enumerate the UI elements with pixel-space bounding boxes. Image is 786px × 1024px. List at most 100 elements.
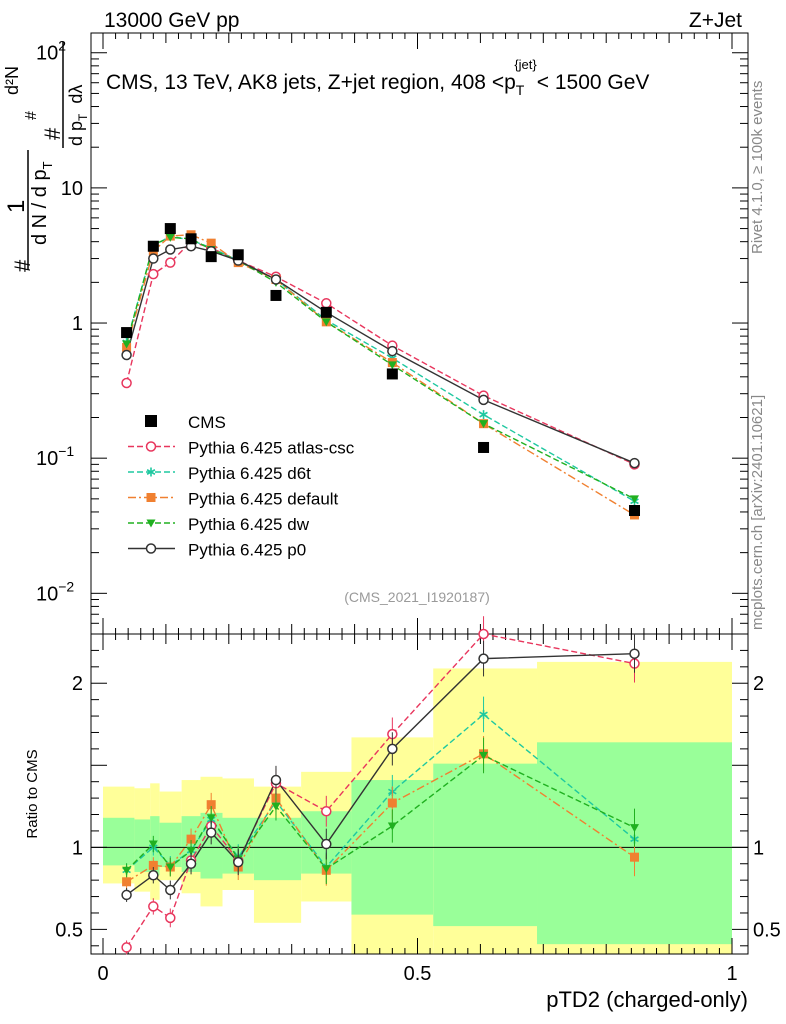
marker-ratio-3-3 [186, 847, 196, 856]
series-line-main-3 [125, 236, 635, 500]
series-line-ratio-2 [126, 752, 635, 883]
marker-main-3-8 [387, 361, 397, 370]
mcplots-label: mcplots.cern.ch [arXiv:2401.10621] [749, 395, 766, 630]
legend-label-2: Pythia 6.425 default [188, 490, 339, 509]
marker-main-3-9 [479, 420, 489, 429]
cms-point-3 [185, 233, 197, 245]
marker-ratio-3-8 [387, 822, 397, 831]
series-line-ratio-0 [126, 633, 635, 948]
header-right: Z+Jet [689, 9, 742, 32]
ylabel-one: 1 [3, 200, 30, 213]
legend-marker-4 [145, 543, 157, 554]
band-green-1 [134, 819, 151, 872]
x-tick-label-1: 0.5 [404, 963, 432, 985]
cms-point-6 [270, 289, 282, 301]
legend-marker-0 [145, 441, 157, 452]
marker-main-0-7 [321, 298, 332, 309]
legend: CMS Pythia 6.425 atlas-csc Pythia 6.425 d6… [128, 413, 355, 560]
y-tick-label-main-4: 102 [36, 38, 66, 65]
marker-ratio-3-0 [122, 866, 132, 875]
marker-ratio-3-6 [271, 802, 281, 811]
ylabel-hash-2: # [40, 127, 65, 140]
legend-marker-cms [145, 415, 157, 427]
y-tick-label-main-2: 1 [72, 313, 83, 335]
marker-main-4-0 [121, 349, 132, 361]
y-tick-label-ratio-r-1: 1 [753, 837, 764, 859]
marker-ratio-3-9 [479, 751, 489, 760]
marker-ratio-4-2 [165, 884, 176, 896]
marker-main-3-7 [321, 318, 331, 327]
marker-ratio-0-7 [321, 805, 332, 817]
marker-ratio-0-2 [165, 912, 176, 924]
marker-ratio-2-1 [148, 860, 158, 870]
marker-main-1-9 [479, 410, 488, 420]
marker-main-3-10 [630, 495, 640, 504]
marker-main-0-2 [165, 257, 176, 268]
cms-point-0 [121, 327, 133, 339]
rivet-version-label: Rivet 4.1.0, ≥ 100k events [749, 81, 766, 254]
legend-label-3: Pythia 6.425 dw [188, 515, 310, 534]
marker-ratio-3-10 [630, 824, 640, 833]
legend-marker-1-arm-2 [146, 469, 156, 475]
marker-main-3-0 [122, 340, 132, 349]
ylabel-hash-3: # [23, 111, 40, 120]
cms-point-7 [320, 306, 332, 318]
ylabel-d2N: d²N [2, 66, 22, 95]
marker-ratio-3-4 [206, 814, 216, 823]
y-tick-label-ratio-l-0: 0.5 [55, 919, 83, 941]
series-markers [121, 223, 641, 955]
marker-ratio-1-9 [479, 709, 488, 719]
cms-point-4 [205, 251, 217, 263]
marker-ratio-3-7 [321, 865, 331, 874]
axis-ticks [91, 33, 748, 954]
y-tick-label-ratio-l-1: 1 [72, 837, 83, 859]
y-tick-label-main-3: 10 [61, 178, 83, 200]
chart-title: CMS, 13 TeV, AK8 jets, Z+jet region, 408… [106, 57, 649, 98]
marker-ratio-2-0 [122, 877, 132, 887]
y-tick-label-ratio-l-2: 2 [72, 673, 83, 695]
marker-ratio-4-10 [629, 648, 640, 659]
marker-ratio-4-5 [232, 856, 244, 868]
legend-marker-2 [146, 493, 156, 502]
legend-label-0: Pythia 6.425 atlas-csc [188, 439, 355, 458]
title-sub: T [516, 82, 525, 98]
marker-main-4-9 [478, 394, 489, 406]
y-tick-label-ratio-r-0: 0.5 [753, 919, 781, 941]
cms-point-5 [232, 249, 244, 261]
marker-ratio-0-9 [478, 628, 489, 640]
ylabel-dpT-dlambda: d pTdλ [66, 85, 90, 146]
marker-ratio-4-6 [270, 774, 282, 786]
marker-ratio-2-4 [206, 800, 216, 810]
series-line-main-0 [125, 240, 635, 465]
analysis-watermark: (CMS_2021_I1920187) [344, 589, 490, 605]
band-green-5 [200, 812, 223, 879]
marker-main-4-6 [270, 274, 282, 285]
marker-ratio-3-1 [148, 840, 158, 849]
ylabel-dN-dpT: d N / d pT [29, 161, 55, 245]
legend-label-4: Pythia 6.425 p0 [188, 541, 306, 560]
y-tick-label-main-1: 10−1 [36, 443, 74, 470]
marker-main-4-10 [629, 457, 640, 469]
ylabel-hash-1: # [10, 259, 35, 272]
band-green-0 [103, 817, 135, 866]
marker-ratio-1-9-arm-2 [479, 711, 488, 718]
marker-main-2-4 [206, 238, 216, 248]
marker-ratio-4-9 [478, 653, 489, 664]
marker-main-3-2 [165, 233, 175, 242]
cms-point-2 [164, 223, 176, 235]
ratio-uncertainty-bands [103, 661, 732, 954]
band-green-3 [159, 822, 182, 868]
marker-main-4-2 [165, 244, 176, 255]
marker-ratio-2-8 [387, 798, 397, 808]
marker-ratio-4-0 [121, 889, 132, 901]
legend-marker-3 [146, 519, 156, 528]
marker-main-1-9-arm-2 [479, 411, 488, 418]
marker-main-4-8 [387, 345, 398, 357]
y-axis-label-main: # 1 d N / d pT # d²N # d pTdλ [2, 42, 90, 272]
cms-point-9 [478, 441, 490, 453]
legend-label-cms: CMS [188, 413, 226, 432]
axis-tick-labels: 0 0.5 1 10−2 10−1 1 10 102 0.5 0.5 1 1 2 2 [36, 38, 781, 985]
cms-point-10 [629, 505, 641, 517]
x-tick-label-2: 1 [726, 963, 737, 985]
